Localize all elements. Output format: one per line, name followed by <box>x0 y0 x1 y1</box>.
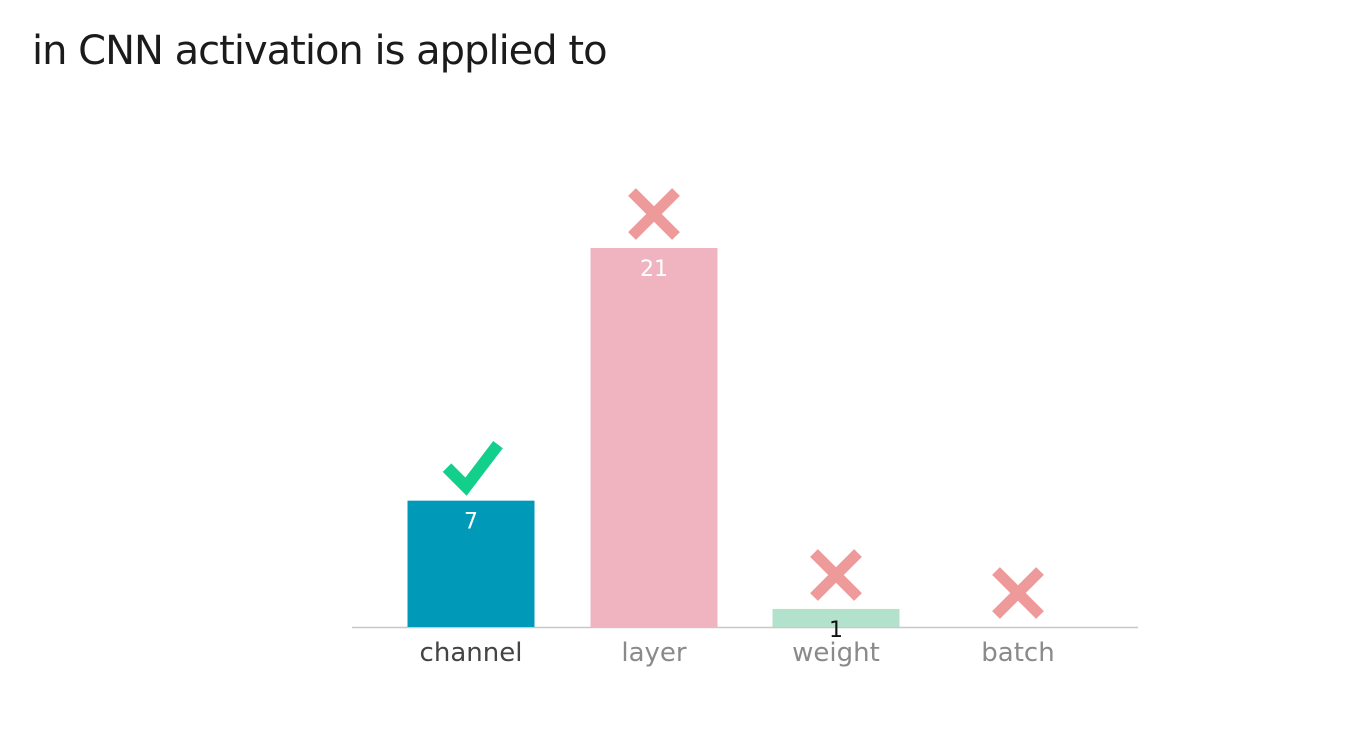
value-label-weight: 1 <box>829 618 843 643</box>
value-label-layer: 21 <box>640 257 668 282</box>
cross-icon <box>810 549 862 601</box>
value-label-channel: 7 <box>464 510 478 535</box>
cross-icon <box>992 567 1044 619</box>
category-label-batch: batch <box>981 638 1054 668</box>
bar-channel <box>407 500 535 627</box>
cross-icon <box>628 188 680 240</box>
bar-weight <box>772 608 900 627</box>
category-label-layer: layer <box>621 638 687 668</box>
question-title: in CNN activation is applied to <box>32 28 608 74</box>
category-label-weight: weight <box>792 638 880 668</box>
bar-layer <box>590 248 718 627</box>
category-label-channel: channel <box>420 638 523 668</box>
check-icon <box>442 441 503 496</box>
